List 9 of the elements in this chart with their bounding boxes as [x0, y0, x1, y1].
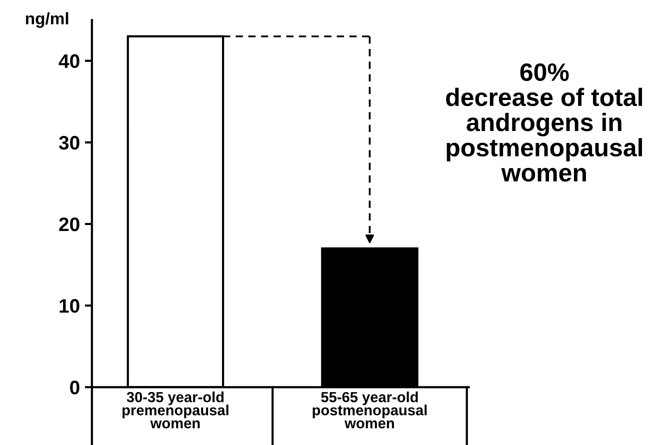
y-tick-label: 40 [58, 54, 80, 68]
y-axis-title: ng/ml [26, 12, 68, 28]
x-tick-label: 55-65 year-old postmenopausal women [312, 392, 427, 428]
y-tick-label: 10 [60, 299, 80, 313]
annotation: 60% decrease of total androgens in postmenopausal women [446, 63, 642, 182]
y-tick-label: 0 [70, 380, 80, 394]
y-tick-label: 20 [59, 217, 80, 232]
y-tick-label: 30 [58, 136, 80, 150]
x-tick-label: 30-35 year-old premenopausal women [122, 392, 228, 428]
